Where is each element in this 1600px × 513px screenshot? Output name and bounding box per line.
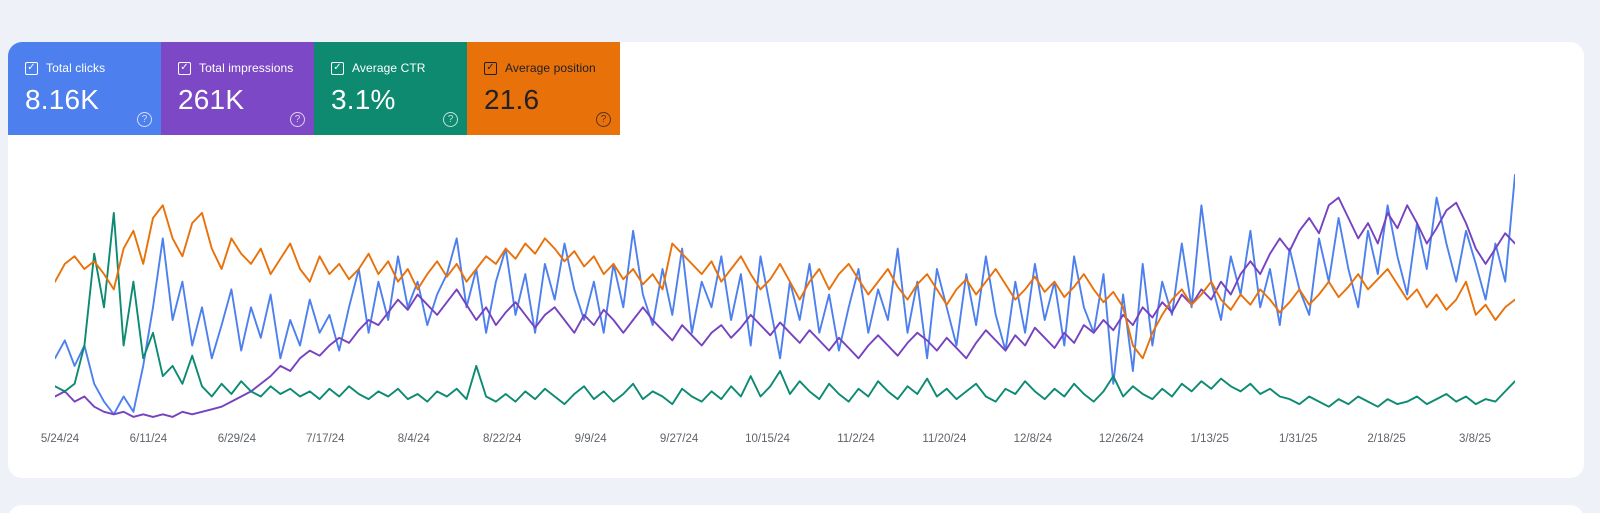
- metric-card-average-ctr[interactable]: ✓ Average CTR 3.1% ?: [314, 42, 467, 135]
- metric-card-label: Total clicks: [46, 61, 106, 75]
- x-axis-tick-label: 2/18/25: [1367, 433, 1406, 445]
- metric-card-label: Average CTR: [352, 61, 426, 75]
- help-icon[interactable]: ?: [443, 112, 458, 127]
- help-icon[interactable]: ?: [596, 112, 611, 127]
- x-axis-tick-label: 6/11/24: [129, 433, 168, 445]
- metric-card-header: ✓ Average CTR: [331, 61, 467, 75]
- total-impressions-checkbox-icon[interactable]: ✓: [178, 61, 191, 75]
- metric-card-label: Total impressions: [199, 61, 294, 75]
- x-axis-tick-label: 1/31/25: [1278, 433, 1318, 445]
- metric-card-average-position[interactable]: ✓ Average position 21.6 ?: [467, 42, 620, 135]
- metric-card-value: 8.16K: [25, 84, 100, 115]
- help-icon[interactable]: ?: [290, 112, 305, 127]
- x-axis-tick-label: 9/27/24: [659, 433, 699, 445]
- x-axis-tick-label: 1/13/25: [1190, 433, 1229, 445]
- metric-card-header: ✓ Total clicks: [25, 61, 161, 75]
- metric-card-header: ✓ Total impressions: [178, 61, 314, 75]
- x-axis-tick-label: 9/9/24: [574, 433, 607, 445]
- x-axis-tick-label: 3/8/25: [1459, 433, 1492, 445]
- x-axis-tick-label: 12/26/24: [1098, 433, 1144, 445]
- x-axis-tick-label: 5/24/24: [40, 433, 80, 445]
- total-clicks-checkbox-icon[interactable]: ✓: [25, 61, 38, 75]
- next-panel-top-edge: [8, 505, 1584, 513]
- series-line-clicks: [55, 173, 1515, 416]
- x-axis-tick-label: 10/15/24: [745, 433, 790, 445]
- x-axis-tick-label: 12/8/24: [1013, 433, 1053, 445]
- average-position-checkbox-icon[interactable]: ✓: [484, 61, 497, 75]
- x-axis-tick-label: 7/17/24: [306, 433, 345, 445]
- average-ctr-checkbox-icon[interactable]: ✓: [331, 61, 344, 75]
- x-axis-tick-label: 11/20/24: [922, 433, 967, 445]
- metric-card-value: 261K: [178, 84, 245, 115]
- metric-card-label: Average position: [505, 61, 596, 75]
- x-axis-tick-label: 11/2/24: [837, 433, 875, 445]
- x-axis: 5/24/24 6/11/24 6/29/24 7/17/24 8/4/24 8/22/2…: [8, 433, 1584, 453]
- series-line-ctr: [55, 211, 1515, 408]
- timeseries-chart-svg: [55, 173, 1515, 418]
- x-axis-tick-label: 8/22/24: [483, 433, 522, 445]
- performance-chart-panel: ✓ Total clicks 8.16K ? ✓ Total impressio…: [8, 42, 1584, 478]
- metric-card-value: 21.6: [484, 84, 540, 115]
- series-line-position: [55, 204, 1515, 360]
- metric-card-total-impressions[interactable]: ✓ Total impressions 261K ?: [161, 42, 314, 135]
- x-axis-tick-label: 8/4/24: [397, 433, 430, 445]
- metric-cards-row: ✓ Total clicks 8.16K ? ✓ Total impressio…: [8, 42, 1584, 135]
- metric-card-total-clicks[interactable]: ✓ Total clicks 8.16K ?: [8, 42, 161, 135]
- metric-card-header: ✓ Average position: [484, 61, 620, 75]
- series-line-impressions: [55, 196, 1515, 418]
- help-icon[interactable]: ?: [137, 112, 152, 127]
- metric-card-value: 3.1%: [331, 84, 396, 115]
- timeseries-chart-plot-area[interactable]: [55, 162, 1515, 432]
- x-axis-tick-label: 6/29/24: [217, 433, 257, 445]
